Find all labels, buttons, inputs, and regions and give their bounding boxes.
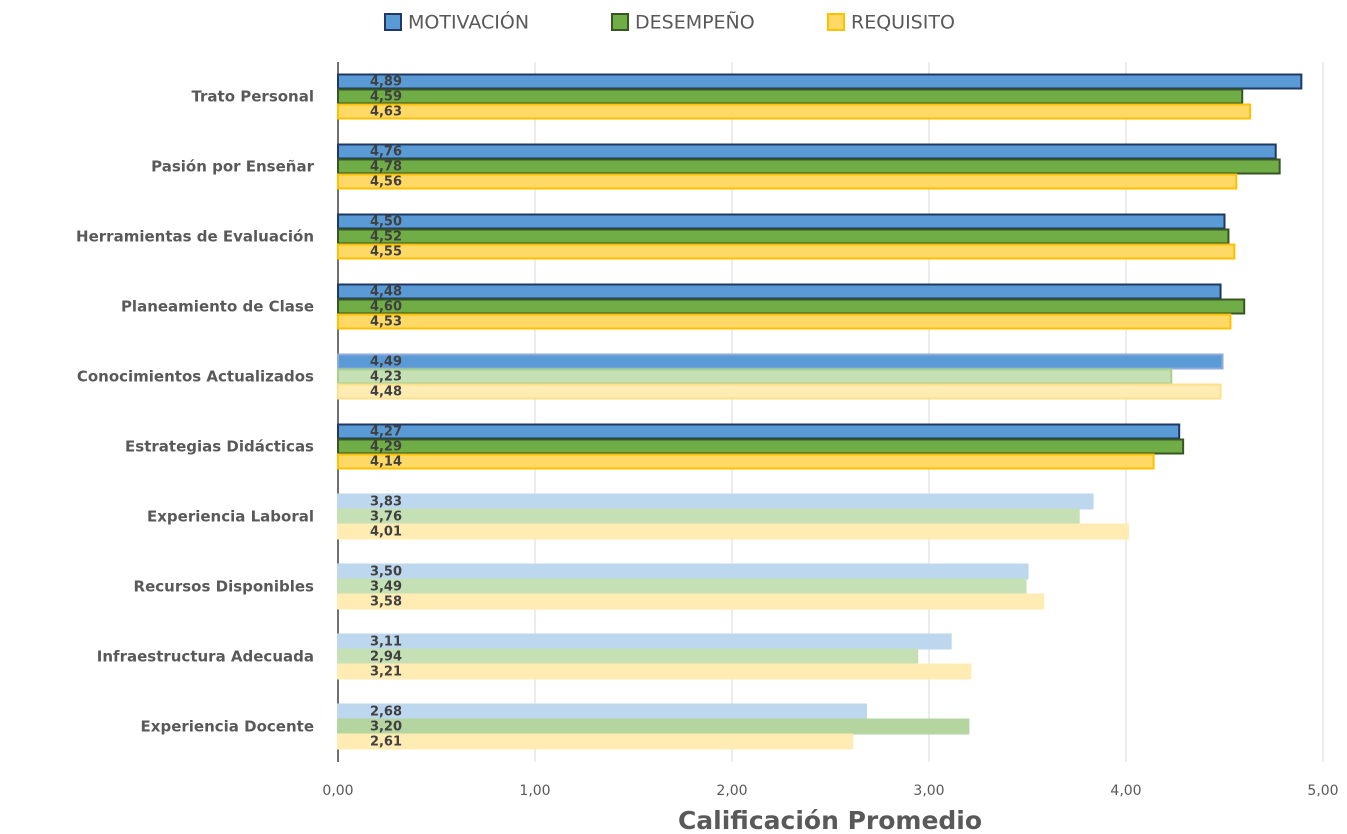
bar <box>337 703 867 720</box>
bar <box>337 88 1244 105</box>
legend-swatch <box>384 13 402 31</box>
data-label: 2,61 <box>370 735 402 750</box>
bar <box>337 523 1129 540</box>
data-label: 3,58 <box>370 595 402 610</box>
bar <box>337 368 1173 385</box>
data-label: 3,11 <box>370 635 402 650</box>
x-tick-label: 0,00 <box>322 783 353 799</box>
data-label: 3,21 <box>370 665 402 680</box>
data-label: 3,83 <box>370 495 402 510</box>
legend-swatch <box>827 13 845 31</box>
bar <box>337 578 1027 595</box>
data-label: 4,49 <box>370 355 402 370</box>
bar <box>337 313 1232 330</box>
bar <box>337 718 970 735</box>
bar <box>337 593 1045 610</box>
y-tick-label: Infraestructura Adecuada <box>97 648 314 666</box>
data-label: 4,55 <box>370 245 402 260</box>
data-label: 3,20 <box>370 720 402 735</box>
y-tick-label: Recursos Disponibles <box>134 578 315 596</box>
x-tick-label: 3,00 <box>913 783 944 799</box>
bar <box>337 438 1185 455</box>
data-label: 4,50 <box>370 215 402 230</box>
data-label: 4,78 <box>370 160 402 175</box>
bar <box>337 383 1222 400</box>
data-label: 4,89 <box>370 75 402 90</box>
bar <box>337 173 1238 190</box>
data-label: 3,50 <box>370 565 402 580</box>
y-tick-label: Experiencia Docente <box>141 718 314 736</box>
bar <box>337 563 1029 580</box>
y-tick-label: Trato Personal <box>191 88 314 106</box>
bar <box>337 243 1236 260</box>
legend-label: DESEMPEÑO <box>635 11 755 34</box>
x-axis-title: Calificación Promedio <box>678 806 982 834</box>
data-label: 4,14 <box>370 455 402 470</box>
bar <box>337 353 1224 370</box>
bar <box>337 493 1094 510</box>
data-label: 3,49 <box>370 580 402 595</box>
y-tick-label: Planeamiento de Clase <box>121 298 314 316</box>
data-label: 4,01 <box>370 525 402 540</box>
data-label: 3,76 <box>370 510 402 525</box>
data-label: 4,29 <box>370 440 402 455</box>
data-label: 2,68 <box>370 705 402 720</box>
data-label: 4,56 <box>370 175 402 190</box>
legend-swatch <box>611 13 629 31</box>
y-tick-label: Herramientas de Evaluación <box>76 228 314 246</box>
y-tick-label: Pasión por Enseñar <box>151 158 314 176</box>
legend-label: MOTIVACIÓN <box>408 10 529 34</box>
bar <box>337 143 1277 160</box>
bar <box>337 648 919 665</box>
bar <box>337 508 1080 525</box>
bar <box>337 663 972 680</box>
data-label: 4,48 <box>370 385 402 400</box>
data-label: 4,60 <box>370 300 402 315</box>
y-tick-label: Estrategias Didácticas <box>125 438 314 456</box>
bar <box>337 228 1230 245</box>
data-label: 4,27 <box>370 425 402 440</box>
data-label: 4,76 <box>370 145 402 160</box>
x-tick-label: 5,00 <box>1307 783 1338 799</box>
data-label: 2,94 <box>370 650 402 665</box>
legend-label: REQUISITO <box>851 12 955 34</box>
bar <box>337 298 1246 315</box>
bar <box>337 633 952 650</box>
bar <box>337 213 1226 230</box>
data-label: 4,63 <box>370 105 402 120</box>
bar <box>337 158 1281 175</box>
data-label: 4,53 <box>370 315 402 330</box>
bar <box>337 103 1252 120</box>
y-tick-label: Experiencia Laboral <box>147 508 314 526</box>
data-label: 4,23 <box>370 370 402 385</box>
bar <box>337 733 854 750</box>
bar <box>337 453 1155 470</box>
x-tick-label: 1,00 <box>519 783 550 799</box>
bar <box>337 283 1222 300</box>
bar <box>337 73 1303 90</box>
data-label: 4,48 <box>370 285 402 300</box>
bar <box>337 423 1181 440</box>
data-label: 4,59 <box>370 90 402 105</box>
data-label: 4,52 <box>370 230 402 245</box>
x-tick-label: 4,00 <box>1110 783 1141 799</box>
y-tick-label: Conocimientos Actualizados <box>77 368 314 386</box>
x-tick-label: 2,00 <box>716 783 747 799</box>
